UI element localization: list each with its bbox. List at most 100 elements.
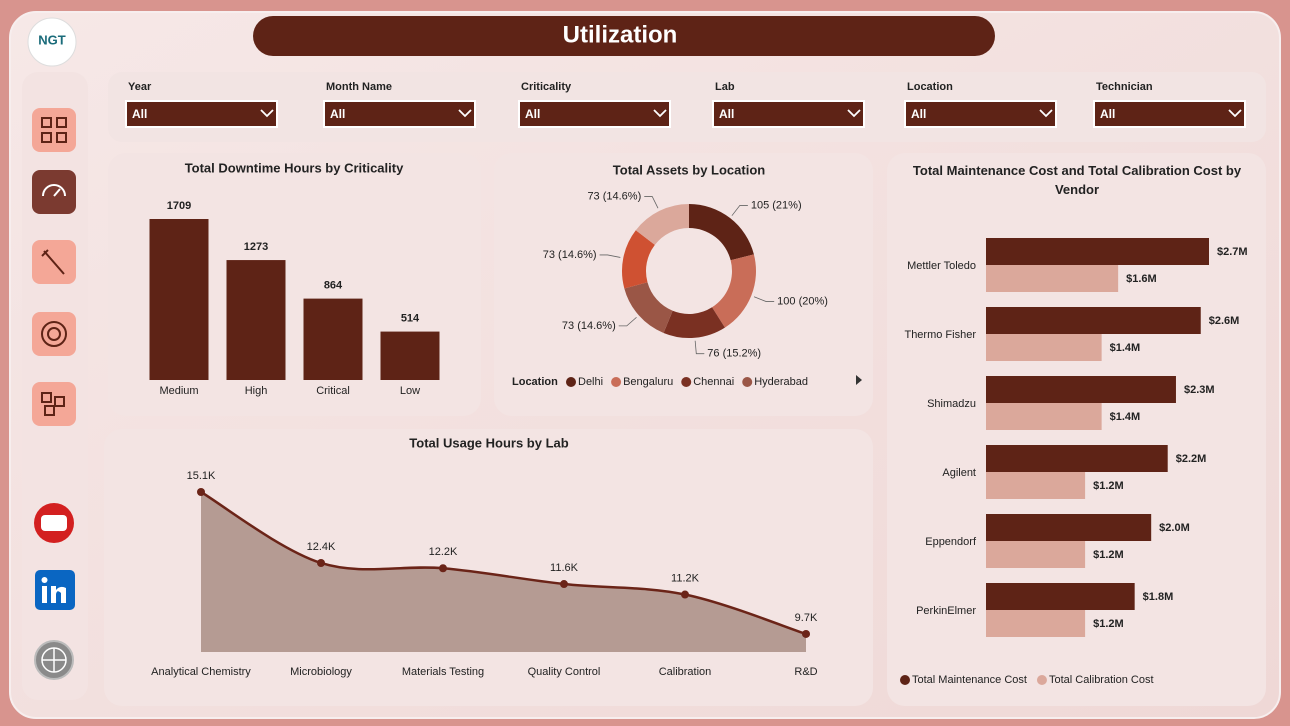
chart-title: Total Assets by Location bbox=[613, 162, 765, 177]
icon bbox=[44, 405, 55, 416]
bar bbox=[986, 334, 1102, 361]
chevron bbox=[260, 109, 274, 118]
filter-dropdown[interactable] bbox=[712, 100, 865, 128]
data-label: 73 (14.6%) bbox=[562, 320, 616, 332]
logo bbox=[27, 17, 77, 67]
filter-value: All bbox=[132, 107, 147, 121]
chart-title: Total Downtime Hours by Criticality bbox=[185, 160, 404, 175]
bar bbox=[986, 610, 1086, 637]
y-tick-label: Shimadzu bbox=[927, 398, 976, 410]
legend-label: Delhi bbox=[578, 376, 603, 388]
chevron bbox=[458, 109, 472, 118]
data-label: 12.4K bbox=[307, 541, 336, 553]
icon bbox=[56, 117, 67, 128]
data-label: $1.8M bbox=[1143, 591, 1174, 603]
point bbox=[197, 488, 205, 496]
icon bbox=[42, 586, 47, 603]
filter-panel bbox=[108, 72, 1266, 142]
filter-value: All bbox=[330, 107, 345, 121]
data-label: 105 (21%) bbox=[751, 199, 802, 211]
x-tick-label: Microbiology bbox=[290, 666, 352, 678]
data-label: $2.0M bbox=[1159, 522, 1190, 534]
icon bbox=[41, 249, 65, 275]
leader-line bbox=[644, 196, 659, 209]
donut-slice bbox=[663, 307, 725, 338]
filter-value: All bbox=[911, 107, 926, 121]
icon bbox=[41, 577, 48, 583]
legend-marker bbox=[900, 675, 910, 685]
filter-label: Location bbox=[907, 81, 953, 93]
donut-slice bbox=[712, 254, 756, 328]
data-label: $1.6M bbox=[1126, 273, 1157, 285]
filter-dropdown[interactable] bbox=[904, 100, 1057, 128]
bar bbox=[986, 445, 1168, 472]
data-label: 15.1K bbox=[187, 470, 216, 482]
chevron bbox=[1228, 109, 1242, 118]
y-tick-label: Thermo Fisher bbox=[904, 329, 976, 341]
point bbox=[802, 629, 810, 638]
filter-dropdown[interactable] bbox=[518, 100, 671, 128]
data-label: 864 bbox=[324, 280, 343, 292]
filter-dropdown[interactable] bbox=[323, 100, 476, 128]
x-tick-label: Analytical Chemistry bbox=[151, 666, 251, 678]
bar bbox=[986, 238, 1209, 265]
data-label: $1.4M bbox=[1110, 411, 1141, 423]
data-label: 514 bbox=[401, 312, 420, 324]
filter-dropdown[interactable] bbox=[125, 100, 278, 128]
icon bbox=[51, 586, 66, 603]
leader-line bbox=[694, 340, 705, 355]
legend-marker bbox=[681, 377, 692, 387]
data-label: 11.2K bbox=[671, 572, 700, 584]
title-bar bbox=[253, 16, 995, 56]
bar bbox=[986, 472, 1086, 499]
filter-label: Year bbox=[128, 81, 152, 93]
x-tick-label: High bbox=[245, 385, 268, 397]
filter-value: All bbox=[1100, 107, 1115, 121]
chevron bbox=[847, 109, 861, 118]
logo-text: NGT bbox=[38, 32, 66, 47]
data-label: 1273 bbox=[244, 241, 268, 253]
filter-label: Month Name bbox=[326, 81, 392, 93]
bar bbox=[986, 583, 1135, 610]
data-label: 11.6K bbox=[550, 562, 579, 574]
nav-calibration[interactable] bbox=[32, 312, 76, 356]
icon bbox=[54, 396, 65, 407]
legend-title: Location bbox=[512, 376, 558, 388]
nav-utilization[interactable] bbox=[32, 170, 76, 214]
legend-scroll[interactable] bbox=[856, 375, 862, 385]
data-label: $1.2M bbox=[1093, 549, 1124, 561]
y-tick-label: Eppendorf bbox=[925, 536, 977, 548]
y-tick-label: Agilent bbox=[942, 467, 976, 479]
filter-dropdown[interactable] bbox=[1093, 100, 1246, 128]
data-label: 73 (14.6%) bbox=[587, 190, 641, 202]
bar bbox=[986, 514, 1152, 541]
data-label: 1709 bbox=[167, 200, 191, 212]
leader-line bbox=[618, 316, 637, 327]
chart-title: Total Maintenance Cost and Total Calibra… bbox=[912, 163, 1242, 197]
y-tick-label: Mettler Toledo bbox=[907, 260, 976, 272]
filter-value: All bbox=[719, 107, 734, 121]
line bbox=[200, 490, 807, 636]
legend-marker bbox=[611, 377, 622, 387]
legend-label: Bengaluru bbox=[623, 376, 673, 388]
bar bbox=[303, 298, 363, 380]
filter-value: All bbox=[525, 107, 540, 121]
nav-overview[interactable] bbox=[32, 108, 76, 152]
point bbox=[560, 580, 568, 589]
icon bbox=[41, 392, 52, 403]
data-label: $2.2M bbox=[1176, 453, 1207, 465]
data-label: $2.7M bbox=[1217, 246, 1248, 258]
chevron bbox=[1039, 109, 1053, 118]
nav-icons[interactable] bbox=[32, 108, 76, 680]
area bbox=[201, 492, 806, 652]
point bbox=[681, 590, 689, 599]
x-tick-label: Quality Control bbox=[528, 666, 601, 678]
donut-slice bbox=[689, 204, 754, 261]
legend-marker bbox=[1036, 675, 1047, 685]
data-label: 73 (14.6%) bbox=[543, 249, 597, 261]
icon bbox=[41, 117, 52, 128]
data-label: 76 (15.2%) bbox=[707, 348, 761, 360]
data-label: 9.7K bbox=[795, 612, 818, 624]
filter-label: Lab bbox=[715, 81, 735, 93]
